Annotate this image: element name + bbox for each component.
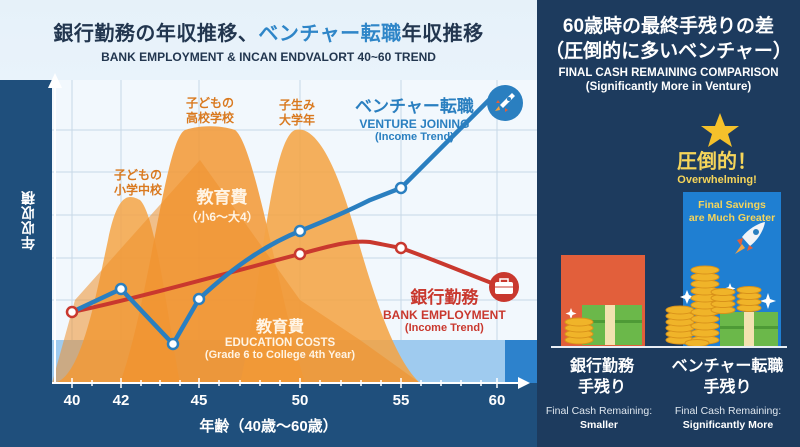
label-line: ベンチャー転職 xyxy=(671,358,784,375)
annotation-line: 小学中校 xyxy=(113,183,162,197)
briefcase-icon xyxy=(489,272,519,302)
sparkle-icon xyxy=(565,283,776,319)
bank-markers xyxy=(65,241,408,319)
x-tick: 40 xyxy=(63,392,81,409)
caption-value: Smaller xyxy=(580,419,618,431)
page-title: 銀行勤務の年収推移、ベンチャー転職年収推移 xyxy=(0,17,537,46)
x-axis-arrow-icon xyxy=(518,377,530,389)
box-line: Final Savings xyxy=(698,199,766,211)
overwhelming-badge: 圧倒的！ Overwhelming! xyxy=(647,145,787,186)
edu-en: EDUCATION COSTS xyxy=(224,337,336,349)
subtitle-line: FINAL CASH REMAINING COMPARISON xyxy=(558,67,779,79)
x-tick: 55 xyxy=(392,392,410,409)
rocket-icon xyxy=(487,85,523,121)
caption-value: Significantly More xyxy=(682,419,774,431)
title-part2: 年収推移 xyxy=(401,23,484,45)
comparison-title: 60歳時の最終手残りの差 （圧倒的に多いベンチャー） xyxy=(537,14,800,64)
cash-stack-icon xyxy=(564,305,642,345)
venture-remaining-label: ベンチャー転職 手残り xyxy=(655,356,800,398)
subtitle-line: (Significantly More in Venture) xyxy=(585,81,752,93)
comparison-subtitle: FINAL CASH REMAINING COMPARISON (Signifi… xyxy=(537,66,800,94)
caption-line: Final Cash Remaining: xyxy=(674,405,782,417)
line-chart xyxy=(48,73,537,389)
annotation-elementary: 子どもの 小学中校 xyxy=(100,168,176,198)
x-tick: 60 xyxy=(488,392,506,409)
bank-sub: (Income Trend) xyxy=(404,322,484,334)
annotation-line: 子生み xyxy=(278,98,315,112)
edu-jp: 教育費 xyxy=(196,188,248,207)
annotation-line: 高校学校 xyxy=(185,111,234,125)
page-subtitle: BANK EMPLOYMENT & INCAN ENDVALORT 40~60 … xyxy=(101,50,436,64)
edu-range: （小6〜大4） xyxy=(185,210,259,224)
title-part1: 銀行勤務の年収推移、 xyxy=(53,23,259,45)
header: 銀行勤務の年収推移、ベンチャー転職年収推移 BANK EMPLOYMENT & … xyxy=(0,0,537,80)
venture-line xyxy=(71,90,499,348)
venture-markers xyxy=(114,181,408,351)
label-line: 銀行勤務 xyxy=(569,358,634,375)
annotation-line: 子どもの xyxy=(185,96,234,110)
education-cost-label: 教育費 （小6〜大4） xyxy=(172,183,272,225)
y-axis-arrow-icon xyxy=(48,73,62,88)
x-axis-label: 年齢（40歳〜60歳） xyxy=(199,418,338,435)
education-cost-bottom-label: 教育費 EDUCATION COSTS (Grade 6 to College … xyxy=(185,313,375,361)
x-tick: 45 xyxy=(190,392,208,409)
rocket-icon xyxy=(735,222,765,254)
venture-remaining-caption: Final Cash Remaining: Significantly More xyxy=(661,404,795,432)
annotation-highschool: 子どもの 高校学校 xyxy=(180,96,240,126)
income-trend-panel: 銀行勤務の年収推移、ベンチャー転職年収推移 BANK EMPLOYMENT & … xyxy=(0,0,537,435)
venture-en: VENTURE JOINING xyxy=(359,117,470,131)
edu-range: (Grade 6 to College 4th Year) xyxy=(204,349,356,361)
venture-sub: (Income Trend) xyxy=(375,131,454,143)
venture-jp: ベンチャー転職 xyxy=(355,97,474,116)
bank-jp: 銀行勤務 xyxy=(410,288,479,307)
bank-legend: 銀行勤務 BANK EMPLOYMENT (Income Trend) xyxy=(383,283,506,334)
title-accent: ベンチャー転職 xyxy=(258,23,402,45)
edu-jp: 教育費 xyxy=(255,319,304,336)
label-line: 手残り xyxy=(703,379,752,396)
y-axis-label: 年収収積 xyxy=(20,190,36,250)
baseline xyxy=(551,346,787,348)
title-line: （圧倒的に多いベンチャー） xyxy=(545,41,792,62)
x-tick: 42 xyxy=(112,392,130,409)
bank-line xyxy=(71,239,498,314)
caption-line: Final Cash Remaining: xyxy=(545,405,653,417)
title-line: 60歳時の最終手残りの差 xyxy=(562,16,775,37)
annotation-line: 大学年 xyxy=(278,113,315,127)
venture-legend: ベンチャー転職 VENTURE JOINING (Income Trend) xyxy=(355,92,474,143)
comparison-panel: 60歳時の最終手残りの差 （圧倒的に多いベンチャー） FINAL CASH RE… xyxy=(537,0,800,447)
badge-en: Overwhelming! xyxy=(677,174,757,186)
greater-text: Final Savings are Much Greater xyxy=(683,199,781,225)
bank-en: BANK EMPLOYMENT xyxy=(383,308,506,322)
annotation-line: 子どもの xyxy=(113,168,162,182)
badge-jp: 圧倒的！ xyxy=(677,151,757,173)
bank-remaining-label: 銀行勤務 手残り xyxy=(547,356,657,398)
x-tick: 50 xyxy=(291,392,309,409)
annotation-university: 子生み 大学年 xyxy=(272,98,322,128)
comparison-art xyxy=(564,113,778,347)
coin-stacks-icon xyxy=(665,265,778,347)
box-line: are Much Greater xyxy=(688,212,776,224)
label-line: 手残り xyxy=(577,379,626,396)
star-icon xyxy=(701,113,739,147)
bank-remaining-caption: Final Cash Remaining: Smaller xyxy=(537,404,661,432)
